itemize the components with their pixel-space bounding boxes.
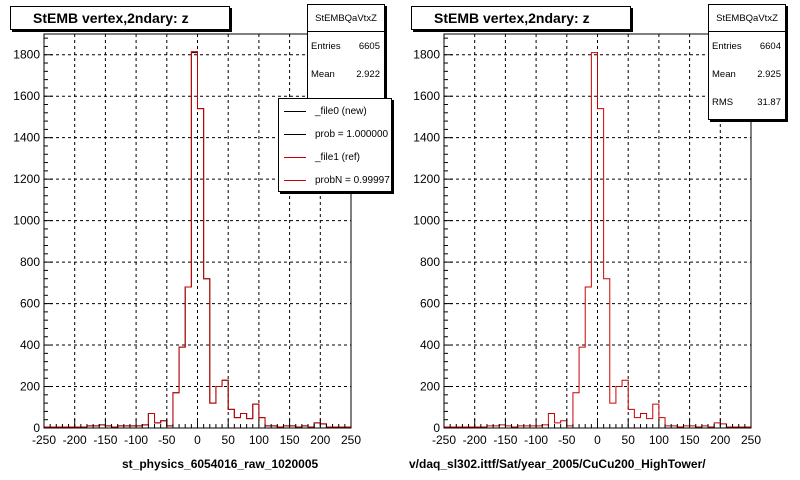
x-tick-label: 100 xyxy=(649,433,669,447)
y-tick-label: 400 xyxy=(20,338,40,352)
x-tick-label: 250 xyxy=(341,433,361,447)
x-tick-label: 150 xyxy=(680,433,700,447)
stats-entries-label: Entries xyxy=(311,40,341,52)
stats-rms-value: 31.87 xyxy=(757,96,781,108)
stats-mean-value: 2.922 xyxy=(356,68,380,80)
stats-mean-row-left: Mean 2.922 xyxy=(308,60,384,88)
stats-mean-label: Mean xyxy=(712,68,736,80)
x-tick-label: 0 xyxy=(594,433,601,447)
stats-rms-row-right: RMS 31.87 xyxy=(709,88,785,116)
y-tick-label: 1800 xyxy=(13,48,40,62)
y-tick-label: 600 xyxy=(20,297,40,311)
legend-line-icon xyxy=(284,157,306,158)
y-tick-label: 600 xyxy=(420,297,440,311)
legend-label: probN = 0.99997 xyxy=(315,175,390,186)
chart-title-right-text: StEMB vertex,2ndary: z xyxy=(434,10,590,26)
stats-entries-value: 6604 xyxy=(759,40,781,52)
x-tick-label: -50 xyxy=(158,433,176,447)
x-tick-label: -100 xyxy=(524,433,548,447)
y-tick-label: 1400 xyxy=(13,131,40,145)
y-tick-label: 1200 xyxy=(13,172,40,186)
x-tick-label: 150 xyxy=(280,433,300,447)
stats-box-right: StEMBQaVtxZ Entries 6604 Mean 2.925 RMS … xyxy=(708,4,786,120)
legend-entry: _file0 (new) xyxy=(279,100,391,123)
x-tick-label: 50 xyxy=(622,433,636,447)
x-tick-label: 200 xyxy=(310,433,330,447)
legend-line-icon xyxy=(284,111,306,112)
y-tick-label: 400 xyxy=(420,338,440,352)
x-tick-label: -150 xyxy=(93,433,117,447)
y-tick-label: 200 xyxy=(420,380,440,394)
chart-title-left: StEMB vertex,2ndary: z xyxy=(10,6,230,30)
y-tick-label: 1400 xyxy=(413,131,440,145)
legend-entry: probN = 0.99997 xyxy=(279,169,391,191)
y-tick-label: 1200 xyxy=(413,172,440,186)
x-tick-label: -50 xyxy=(558,433,576,447)
legend-left: _file0 (new) prob = 1.000000 _file1 (ref… xyxy=(278,98,392,192)
stats-rms-label: RMS xyxy=(712,96,734,108)
x-tick-label: 250 xyxy=(741,433,761,447)
x-tick-label: 50 xyxy=(222,433,236,447)
y-tick-label: 1000 xyxy=(13,214,40,228)
stats-name-right: StEMBQaVtxZ xyxy=(709,5,785,32)
stats-box-left: StEMBQaVtxZ Entries 6605 Mean 2.922 xyxy=(307,4,385,102)
x-tick-label: -250 xyxy=(432,433,456,447)
legend-label: _file1 (ref) xyxy=(315,152,361,163)
stats-entries-value: 6605 xyxy=(358,40,380,52)
y-tick-label: 1800 xyxy=(413,48,440,62)
x-axis-label-right: v/daq_sl302.ittf/Sat/year_2005/CuCu200_H… xyxy=(409,457,706,471)
stats-entries-row-right: Entries 6604 xyxy=(709,32,785,60)
x-tick-label: -150 xyxy=(493,433,517,447)
x-axis-label-left: st_physics_6054016_raw_1020005 xyxy=(122,457,319,471)
legend-line-icon xyxy=(284,180,306,181)
y-tick-label: 800 xyxy=(20,255,40,269)
chart-right: -250 -200 -150 -100 -50 0 50 100 150 200 250 0 200 40… xyxy=(413,33,761,447)
x-tick-label: 200 xyxy=(710,433,730,447)
stats-mean-value: 2.925 xyxy=(757,68,781,80)
stats-entries-row-left: Entries 6605 xyxy=(308,32,384,60)
x-tick-label: 100 xyxy=(249,433,269,447)
x-tick-label: 0 xyxy=(194,433,201,447)
y-tick-label: 200 xyxy=(20,380,40,394)
y-tick-label: 1600 xyxy=(13,89,40,103)
y-tick-label: 1000 xyxy=(413,214,440,228)
stats-mean-label: Mean xyxy=(311,68,335,80)
chart-title-right: StEMB vertex,2ndary: z xyxy=(411,6,631,30)
legend-entry: _file1 (ref) xyxy=(279,146,391,169)
chart-title-left-text: StEMB vertex,2ndary: z xyxy=(33,10,189,26)
legend-line-icon xyxy=(284,134,306,135)
stats-mean-row-right: Mean 2.925 xyxy=(709,60,785,88)
y-tick-label: 0 xyxy=(433,421,440,435)
stats-entries-label: Entries xyxy=(712,40,742,52)
legend-entry: prob = 1.000000 xyxy=(279,123,391,146)
legend-label: prob = 1.000000 xyxy=(315,129,389,140)
x-tick-label: -200 xyxy=(63,433,87,447)
y-tick-label: 800 xyxy=(420,255,440,269)
legend-label: _file0 (new) xyxy=(315,106,367,117)
x-tick-label: -200 xyxy=(463,433,487,447)
x-tick-label: -250 xyxy=(32,433,56,447)
stats-name-left: StEMBQaVtxZ xyxy=(308,5,384,32)
y-tick-label: 0 xyxy=(33,421,40,435)
x-tick-label: -100 xyxy=(124,433,148,447)
y-tick-label: 1600 xyxy=(413,89,440,103)
